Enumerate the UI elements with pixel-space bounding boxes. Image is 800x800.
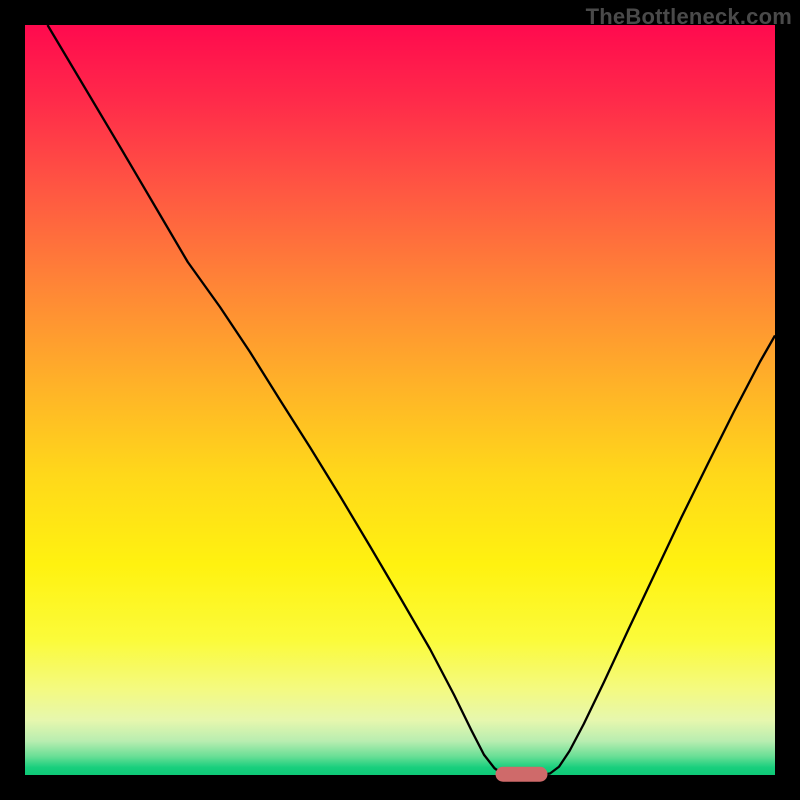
plot-background [25,25,775,775]
optimal-marker [496,767,548,782]
bottleneck-chart [0,0,800,800]
watermark-text: TheBottleneck.com [586,4,792,30]
